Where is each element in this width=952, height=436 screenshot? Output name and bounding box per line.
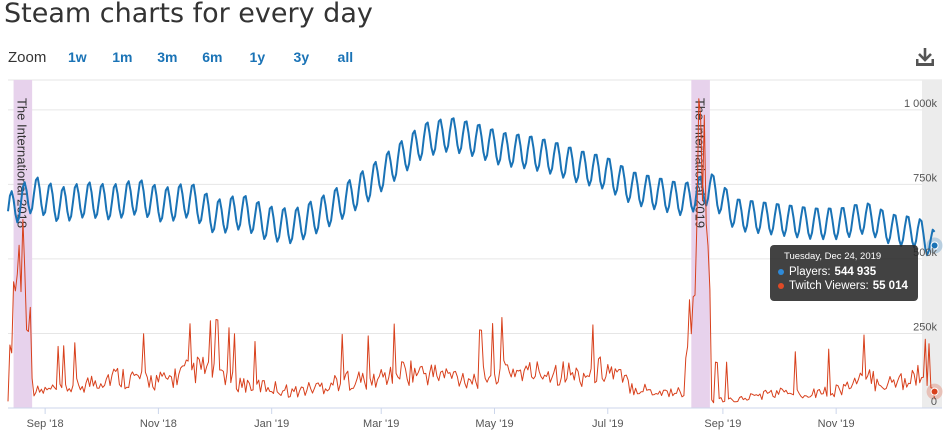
x-tick-label: Sep '18 bbox=[27, 418, 64, 430]
y-tick-label: 0 bbox=[931, 396, 937, 408]
x-tick-label: Mar '19 bbox=[363, 418, 399, 430]
zoom-1m-button[interactable]: 1m bbox=[112, 49, 133, 65]
tooltip-twitch-label: Twitch Viewers: bbox=[789, 280, 869, 292]
tooltip-twitch-row: Twitch Viewers: 55 014 bbox=[778, 280, 910, 292]
x-tick-label: Jan '19 bbox=[254, 418, 289, 430]
download-icon[interactable] bbox=[914, 46, 936, 68]
y-tick-label: 750k bbox=[913, 172, 937, 184]
tooltip: Tuesday, Dec 24, 2019 Players: 544 935 T… bbox=[770, 245, 918, 301]
x-tick-label: May '19 bbox=[475, 418, 513, 430]
players-series-line bbox=[7, 117, 936, 257]
grid bbox=[8, 79, 942, 409]
tooltip-players-label: Players: bbox=[789, 266, 831, 278]
twitch-dot-icon bbox=[778, 283, 784, 289]
twitch-series-line bbox=[7, 98, 936, 404]
zoom-label: Zoom bbox=[8, 48, 47, 66]
plot-band bbox=[13, 80, 33, 408]
zoom-1w-button[interactable]: 1w bbox=[68, 49, 87, 65]
zoom-all-button[interactable]: all bbox=[337, 49, 354, 65]
zoom-bar: Zoom 1w 1m 3m 6m 1y 3y all bbox=[8, 47, 360, 67]
x-tick-label: Nov '18 bbox=[140, 418, 177, 430]
tooltip-date: Tuesday, Dec 24, 2019 bbox=[784, 251, 882, 262]
tooltip-twitch-value: 55 014 bbox=[872, 280, 908, 292]
y-tick-label: 250k bbox=[913, 321, 937, 333]
zoom-1y-button[interactable]: 1y bbox=[249, 49, 266, 65]
y-tick-label: 500k bbox=[913, 247, 937, 259]
zoom-6m-button[interactable]: 6m bbox=[202, 49, 223, 65]
hover-point bbox=[930, 241, 939, 250]
zoom-3m-button[interactable]: 3m bbox=[157, 49, 178, 65]
hover-markers bbox=[926, 237, 943, 400]
zoom-3y-button[interactable]: 3y bbox=[293, 49, 310, 65]
y-axis: 0 250k 500k 750k 1 000k bbox=[904, 98, 938, 408]
page-title: Steam charts for every day bbox=[4, 0, 373, 29]
players-dot-icon bbox=[778, 269, 784, 275]
y-tick-label: 1 000k bbox=[904, 98, 938, 110]
series bbox=[7, 98, 936, 404]
tooltip-players-row: Players: 544 935 bbox=[778, 266, 910, 278]
x-tick-label: Nov '19 bbox=[818, 418, 855, 430]
plot-band-label: The International 2018 bbox=[15, 98, 30, 228]
x-tick-label: Jul '19 bbox=[592, 418, 623, 430]
x-tick-label: Sep '19 bbox=[704, 418, 741, 430]
hover-point bbox=[930, 387, 939, 396]
tooltip-players-value: 544 935 bbox=[834, 266, 877, 278]
x-axis: Sep '18 Nov '18 Jan '19 Mar '19 May '19 Jul '… bbox=[8, 407, 942, 430]
plot-bands: The International 2018 The International … bbox=[13, 80, 710, 408]
